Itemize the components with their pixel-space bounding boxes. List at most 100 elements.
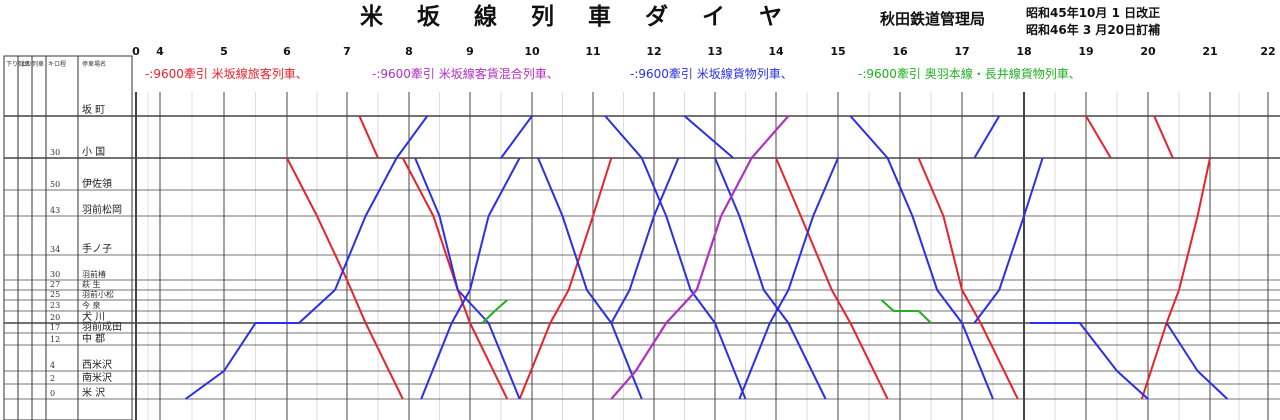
train-lines — [185, 115, 1229, 400]
hour-label: 12 — [646, 45, 661, 58]
station-name: 坂 町 — [82, 104, 105, 116]
blue-train-line — [1165, 322, 1229, 400]
station-km: 50 — [50, 180, 60, 189]
title-char: ヤ — [759, 3, 782, 30]
legend-freight: -:9600牽引 米坂線貨物列車、 — [630, 66, 793, 81]
red-train-line — [286, 157, 404, 400]
blue-train-line — [604, 115, 747, 400]
hour-label: 15 — [830, 45, 845, 58]
station-name: 米 沢 — [82, 386, 105, 399]
hour-label: 5 — [220, 45, 228, 58]
station-name: 羽前成田 — [82, 320, 122, 333]
legend-passenger: -:9600牽引 米坂線旅客列車、 — [145, 66, 308, 81]
red-train-line — [358, 115, 379, 159]
column-header: キロ程 — [48, 60, 66, 68]
title-char: 坂 — [417, 3, 441, 30]
station-km: 23 — [50, 301, 60, 310]
station-name: 南米沢 — [82, 371, 112, 384]
revision-date-1: 昭和45年10月 1 日改正 — [1026, 5, 1160, 20]
column-header: 停車場名 — [82, 60, 106, 68]
column-header: 下り列車 — [6, 60, 30, 68]
station-km: 4 — [50, 361, 55, 370]
hour-label: 18 — [1016, 45, 1031, 58]
blue-train-line — [537, 157, 643, 400]
station-km: 20 — [50, 313, 60, 322]
station-name: 羽前椿 — [82, 269, 106, 279]
hour-labels: 0 4 5 6 7 8 9 10 11 12 13 14 15 16 17 18 19 20 21 22 — [132, 45, 1275, 58]
station-km: 43 — [50, 206, 60, 215]
blue-train-line — [414, 157, 521, 400]
station-km: 34 — [50, 245, 60, 254]
red-train-line — [1153, 115, 1174, 159]
issuer-label: 秋田鉄道管理局 — [880, 10, 985, 28]
blue-train-line — [973, 115, 1001, 159]
green-train-line — [880, 299, 932, 324]
station-km: 30 — [50, 148, 60, 157]
hour-label: 22 — [1260, 45, 1275, 58]
hour-label: 19 — [1078, 45, 1093, 58]
hour-grid — [135, 92, 1269, 420]
station-name: 小 国 — [82, 146, 105, 158]
red-train-line — [917, 157, 1019, 400]
title-char: イ — [702, 3, 725, 30]
title-char: ダ — [645, 3, 668, 30]
hour-label: 13 — [707, 45, 722, 58]
red-train-line — [1140, 157, 1211, 400]
blue-train-line — [849, 115, 994, 400]
station-name: 犬 川 — [82, 310, 105, 323]
station-km: 2 — [50, 374, 55, 383]
red-train-line — [1085, 115, 1112, 159]
blue-train-line — [1030, 322, 1149, 400]
blue-train-line — [973, 157, 1044, 324]
station-km: 25 — [50, 290, 60, 299]
blue-train-line — [683, 115, 734, 159]
hour-label: 17 — [954, 45, 969, 58]
blue-train-line — [500, 115, 533, 159]
hour-label: 11 — [585, 45, 600, 58]
red-train-line — [518, 157, 613, 400]
hour-label: 0 — [132, 45, 140, 58]
legend-mixed: -:9600牽引 米坂線客貨混合列車、 — [372, 66, 559, 81]
hour-label: 6 — [283, 45, 291, 58]
hour-label: 14 — [768, 45, 784, 58]
blue-train-line — [610, 157, 680, 324]
column-header: 上り列車 — [20, 60, 44, 68]
station-name: 伊佐領 — [82, 177, 112, 190]
station-table — [3, 55, 133, 420]
station-name: 手ノ子 — [82, 242, 112, 255]
station-km: 12 — [50, 335, 60, 344]
station-labels: 坂 町小 国 30 伊佐領 50 羽前松岡 43 手ノ子 34 羽前椿 30 萩 生 27 羽前小松 25… — [50, 104, 122, 399]
blue-train-line — [738, 157, 839, 400]
hour-label: 10 — [524, 45, 540, 58]
title-char: 車 — [588, 3, 611, 30]
station-table-headers: 下り列車 上り列車 キロ程 停車場名 — [6, 60, 106, 68]
red-train-line — [775, 157, 889, 400]
hour-label: 7 — [343, 45, 351, 58]
station-km: 30 — [50, 270, 60, 279]
station-name: 西米沢 — [82, 358, 112, 371]
station-km: 0 — [50, 389, 55, 398]
station-name: 今 泉 — [82, 300, 101, 310]
station-name: 萩 生 — [82, 279, 101, 289]
diagram-title: 米 坂 線 列 車 ダ イ ヤ — [360, 3, 782, 30]
title-char: 列 — [531, 3, 554, 30]
station-name: 羽前小松 — [82, 289, 114, 299]
legend: -:9600牽引 米坂線旅客列車、 -:9600牽引 米坂線客貨混合列車、 -:… — [145, 66, 1081, 81]
station-km: 27 — [50, 280, 60, 289]
title-char: 米 — [360, 3, 384, 30]
legend-ou-freight: -:9600牽引 奥羽本線・長井線貨物列車、 — [858, 66, 1081, 81]
blue-train-line — [420, 157, 521, 400]
hour-label: 8 — [405, 45, 413, 58]
green-train-line — [481, 299, 508, 324]
revision-date-2: 昭和46年 3 月20日訂補 — [1026, 22, 1160, 37]
title-char: 線 — [474, 3, 497, 30]
station-km: 17 — [50, 323, 60, 332]
hour-label: 20 — [1140, 45, 1156, 58]
blue-train-line — [185, 115, 429, 400]
purple-train-line — [610, 115, 790, 400]
hour-label: 9 — [466, 45, 474, 58]
station-name: 中 郡 — [82, 332, 105, 345]
hour-label: 4 — [156, 45, 164, 58]
station-name: 羽前松岡 — [82, 203, 122, 216]
